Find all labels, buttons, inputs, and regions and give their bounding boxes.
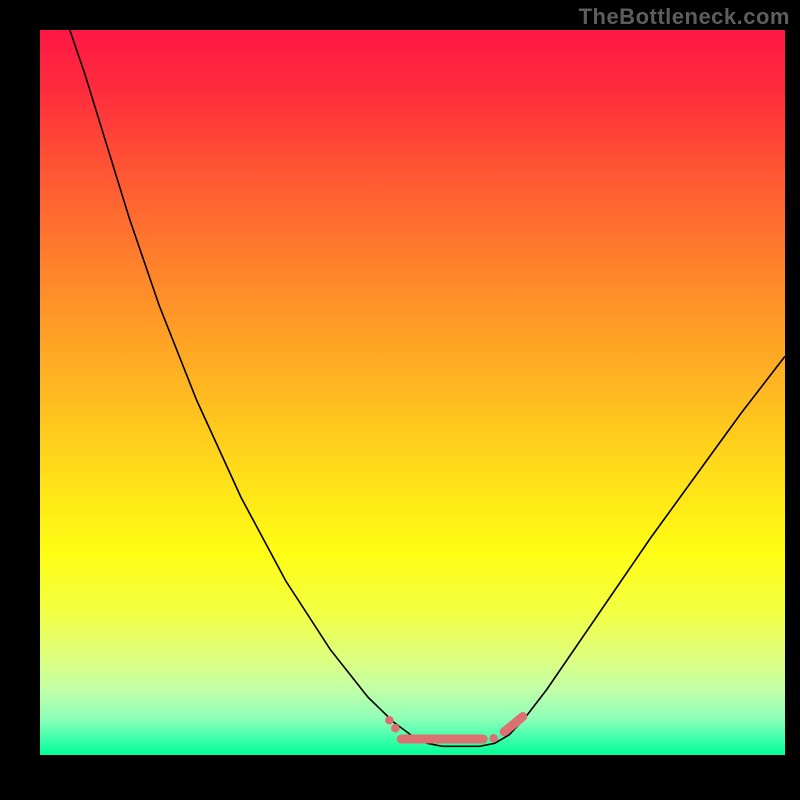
chart-frame: TheBottleneck.com: [0, 0, 800, 800]
plot-background: [40, 30, 785, 755]
highlight-dot: [385, 716, 394, 725]
highlight-dot: [489, 734, 498, 743]
highlight-dot: [391, 724, 400, 733]
watermark-label: TheBottleneck.com: [579, 4, 790, 30]
bottleneck-chart: [0, 0, 800, 800]
